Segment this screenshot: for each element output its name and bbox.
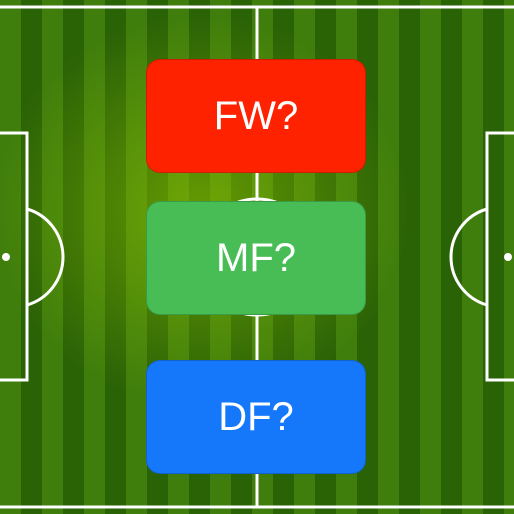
midfielder-button[interactable]: MF?: [146, 201, 366, 315]
left-penalty-arc: [26, 207, 65, 307]
right-penalty-arc: [449, 207, 488, 307]
right-penalty-box: [485, 131, 514, 382]
defender-button[interactable]: DF?: [146, 360, 366, 474]
right-penalty-spot: [504, 253, 512, 261]
forward-button[interactable]: FW?: [146, 59, 366, 173]
left-penalty-spot: [2, 253, 10, 261]
left-penalty-box: [0, 131, 29, 382]
